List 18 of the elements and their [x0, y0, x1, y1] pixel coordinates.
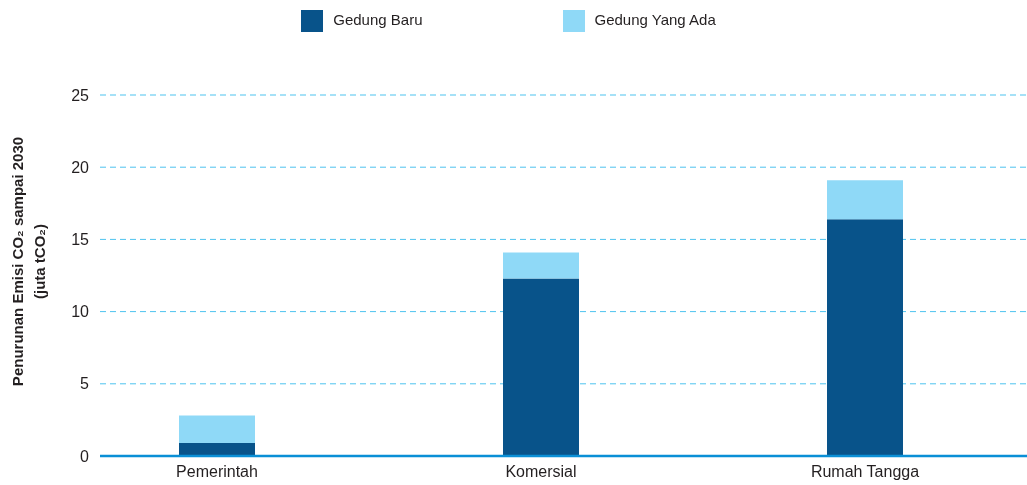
legend-label: Gedung Yang Ada [594, 10, 716, 28]
y-tick-label: 20 [71, 158, 90, 176]
x-tick-label: Rumah Tangga [810, 463, 920, 481]
y-tick-label: 25 [71, 86, 90, 104]
x-tick-label: Pemerintah [176, 463, 258, 481]
bar [827, 219, 903, 456]
y-tick-label: 5 [80, 375, 90, 393]
bar [503, 278, 579, 456]
bar [179, 443, 255, 456]
x-tick-label: Komersial [505, 463, 577, 481]
y-tick-label: 0 [80, 447, 90, 465]
bar [827, 180, 903, 220]
legend-label: Gedung Baru [333, 10, 423, 28]
y-tick-label: 10 [71, 303, 90, 321]
bar [179, 415, 255, 443]
bar [503, 252, 579, 279]
y-axis-title: Penurunan Emisi CO₂ sampai 2030 (juta tCO₂) [9, 136, 48, 387]
y-tick-label: 15 [71, 231, 90, 249]
